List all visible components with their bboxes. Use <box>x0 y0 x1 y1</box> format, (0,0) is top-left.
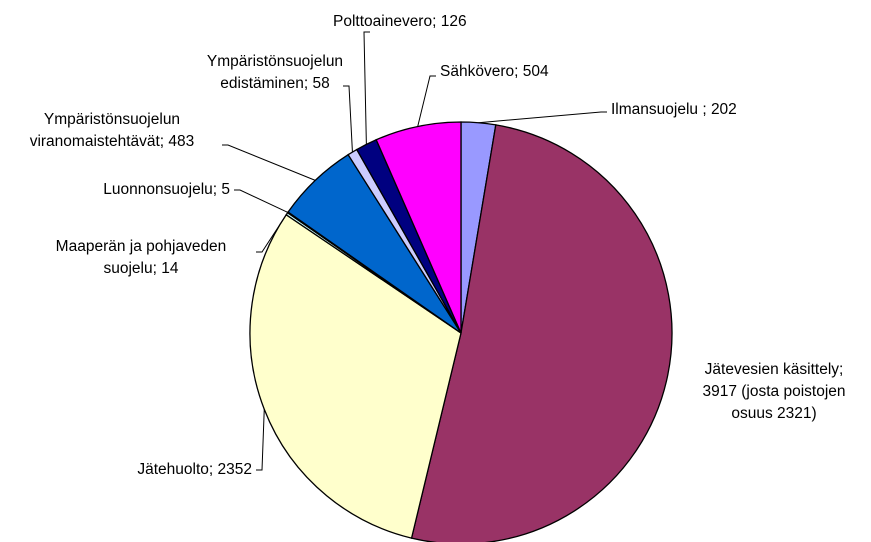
data-label: Sähkövero; 504 <box>440 63 549 80</box>
data-label-line: Luonnonsuojelu; 5 <box>103 181 230 198</box>
data-label: Jätehuolto; 2352 <box>137 461 252 478</box>
data-label-line: suojelu; 14 <box>104 260 179 277</box>
data-label-line: Ympäristönsuojelun <box>207 53 343 70</box>
leader-line <box>478 111 607 124</box>
pie-slice <box>249 213 462 539</box>
leader-line <box>417 75 436 127</box>
data-label: Ympäristönsuojelun edistäminen; 58 <box>207 53 343 92</box>
leader-line <box>256 213 288 253</box>
pie-slice <box>375 121 462 334</box>
data-label: Polttoainevero; 126 <box>333 13 467 30</box>
data-label-line: viranomaistehtävät; 483 <box>30 133 195 150</box>
data-label-line: Jätehuolto; 2352 <box>137 461 252 478</box>
data-label-line: edistäminen; 58 <box>220 75 329 92</box>
leader-line <box>343 85 353 153</box>
data-label: Jätevesien käsittely; 3917 (josta poistoj… <box>702 361 845 422</box>
data-label-line: Ilmansuojelu ; 202 <box>611 101 737 118</box>
data-label-line: osuus 2321) <box>731 405 816 422</box>
data-label: Ilmansuojelu ; 202 <box>611 101 737 118</box>
data-label-line: Ympäristönsuojelun <box>44 111 180 128</box>
leader-line <box>363 31 370 145</box>
data-label: Luonnonsuojelu; 5 <box>103 181 230 198</box>
data-label-line: Jätevesien käsittely; <box>705 361 844 378</box>
leader-line <box>222 144 316 181</box>
data-label: Maaperän ja pohjaveden suojelu; 14 <box>56 238 227 277</box>
leader-line <box>234 189 289 213</box>
data-label-line: Sähkövero; 504 <box>440 63 549 80</box>
data-label: Ympäristönsuojelun viranomaistehtävät; 48… <box>30 111 195 150</box>
data-label-line: Polttoainevero; 126 <box>333 13 467 30</box>
data-label-line: 3917 (josta poistojen <box>702 383 845 400</box>
leader-line <box>256 409 265 471</box>
data-label-line: Maaperän ja pohjaveden <box>56 238 227 255</box>
pie-slice <box>410 124 673 542</box>
